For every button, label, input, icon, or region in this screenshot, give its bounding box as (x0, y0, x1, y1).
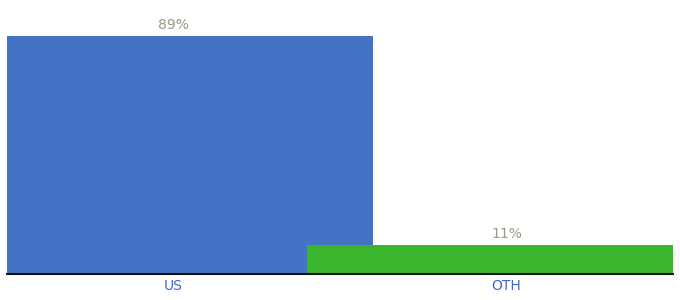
Bar (0, 36, 373, 274)
Text: 11%: 11% (491, 227, 522, 241)
Text: 89%: 89% (158, 18, 189, 32)
Bar (307, 245, 680, 274)
